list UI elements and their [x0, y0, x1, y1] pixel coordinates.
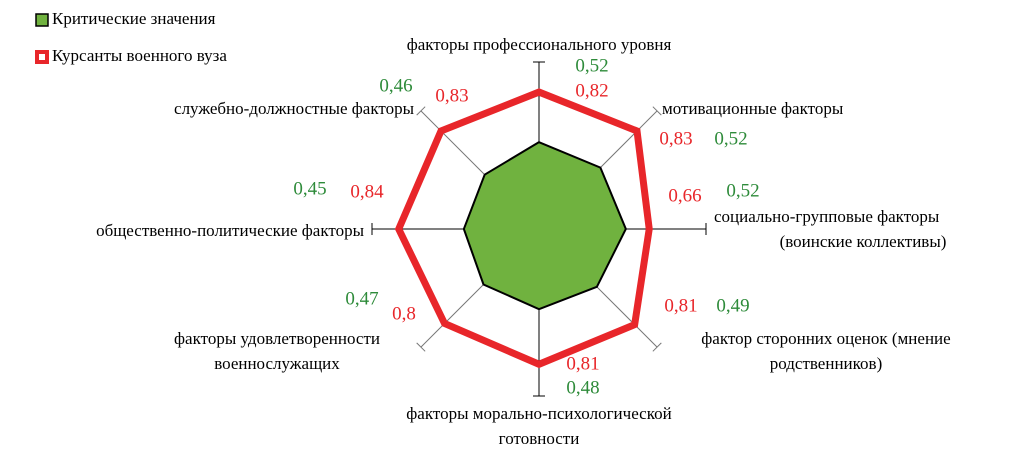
series-line — [394, 88, 653, 369]
legend-swatch — [35, 50, 49, 64]
category-label: (воинские коллективы) — [780, 232, 947, 251]
category-label: общественно-политические факторы — [96, 221, 365, 240]
value-label: 0,82 — [575, 80, 608, 101]
category-label: факторы морально-психологической — [406, 404, 671, 423]
value-label: 0,81 — [664, 295, 697, 316]
legend-label: Критические значения — [52, 9, 216, 28]
spoke-end-tick — [652, 106, 662, 116]
value-label: 0,83 — [435, 85, 468, 106]
category-label: родственников) — [770, 354, 882, 373]
category-label: военнослужащих — [214, 354, 340, 373]
legend-label: Курсанты военного вуза — [52, 46, 227, 65]
value-label: 0,49 — [716, 295, 749, 316]
value-label: 0,45 — [293, 178, 326, 199]
value-label: 0,52 — [726, 180, 759, 201]
value-label: 0,84 — [350, 181, 384, 202]
legend-swatch — [35, 13, 49, 27]
value-label: 0,83 — [659, 128, 692, 149]
value-label: 0,52 — [575, 55, 608, 76]
value-label: 0,81 — [566, 353, 599, 374]
series-area — [462, 141, 627, 311]
category-label: факторы профессионального уровня — [407, 35, 672, 54]
value-label: 0,46 — [379, 75, 412, 96]
value-label: 0,52 — [714, 128, 747, 149]
category-label: готовности — [499, 429, 580, 448]
value-label: 0,66 — [668, 185, 701, 206]
value-label: 0,8 — [392, 303, 416, 324]
spoke-end-tick — [652, 342, 662, 352]
spoke-end-tick — [416, 106, 426, 116]
category-label: служебно-должностные факторы — [174, 99, 415, 118]
value-label: 0,48 — [566, 377, 599, 398]
category-label: социально-групповые факторы — [714, 207, 940, 226]
category-label: мотивационные факторы — [662, 99, 844, 118]
category-label: фактор сторонних оценок (мнение — [701, 329, 950, 348]
category-label: факторы удовлетворенности — [174, 329, 380, 348]
spoke-end-tick — [416, 342, 426, 352]
value-label: 0,47 — [345, 288, 378, 309]
